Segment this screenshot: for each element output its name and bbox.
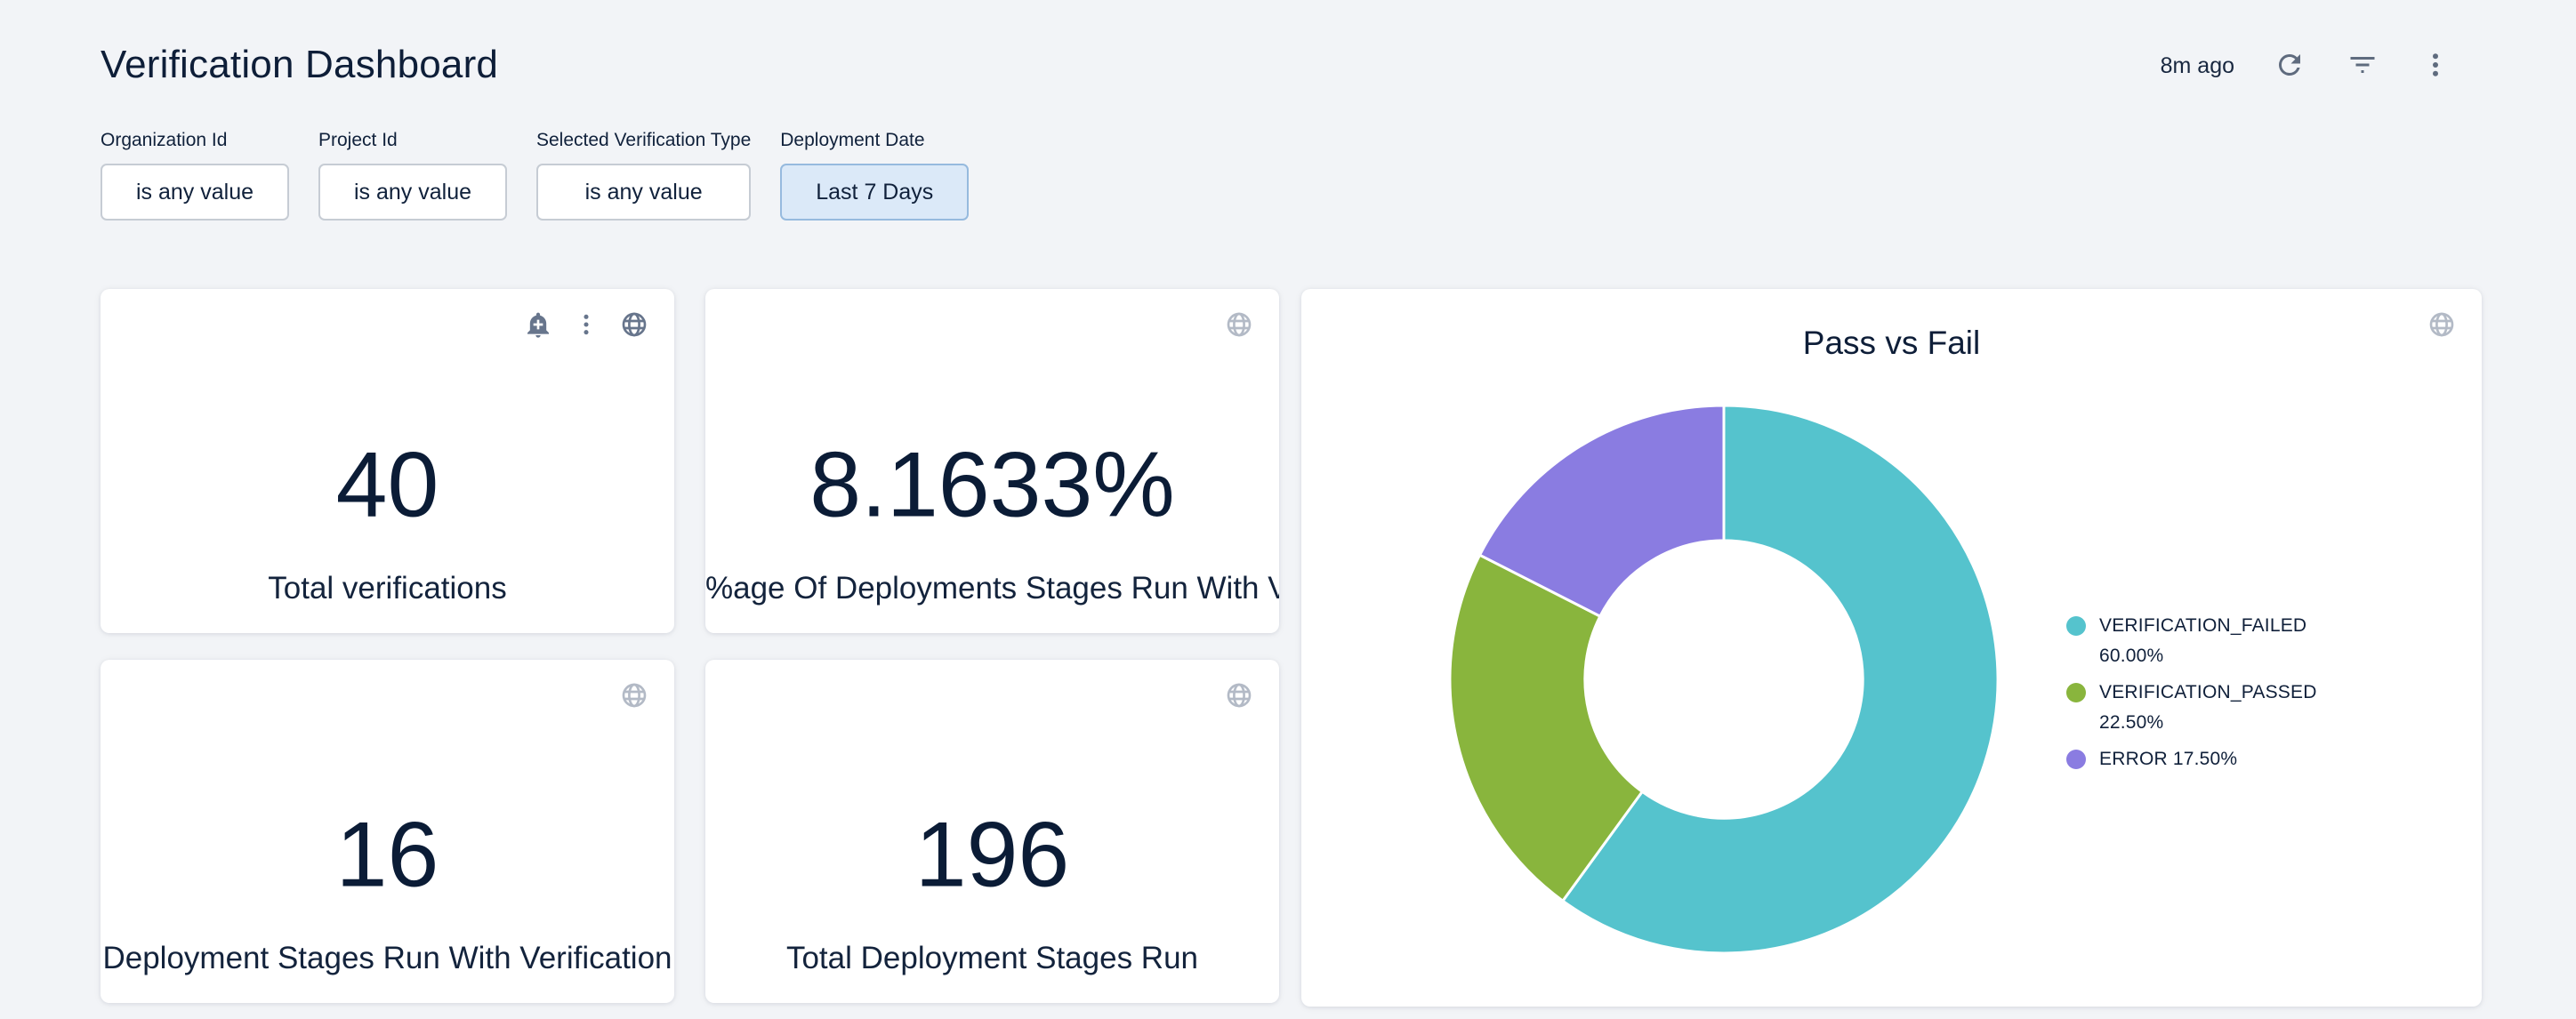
tile-value: 40 [101,432,674,538]
tile-menu-button[interactable] [571,310,601,341]
legend-dot [2066,750,2086,769]
tile-title: %age Of Deployments Stages Run With V… [705,571,1279,606]
filter-organization-id: Organization Id is any value [101,130,289,221]
filter-label: Selected Verification Type [536,130,751,151]
legend-dot [2066,616,2086,636]
explore-from-here-button[interactable] [619,681,649,711]
tile-actions [1224,310,1254,341]
donut-chart[interactable] [1448,404,2000,955]
explore-from-here-button[interactable] [1224,681,1254,711]
filter-list-icon [2347,49,2379,84]
page-title: Verification Dashboard [101,43,498,87]
globe-icon [620,310,648,341]
legend-label: VERIFICATION_PASSED 22.50% [2099,678,2317,738]
globe-icon [1225,681,1253,712]
filter-label: Deployment Date [780,130,969,151]
filters-button[interactable] [2345,48,2380,84]
dashboard-page: Verification Dashboard 8m ago [0,0,2576,1019]
tile-pct-deployments-with-verification: 8.1633% %age Of Deployments Stages Run W… [705,289,1279,633]
explore-from-here-button[interactable] [2427,310,2457,341]
filter-value-verification-type[interactable]: is any value [536,164,751,221]
chart-title: Pass vs Fail [1301,325,2482,362]
tile-value: 8.1633% [705,432,1279,538]
last-updated-text: 8m ago [2161,53,2234,79]
tile-actions [619,681,649,711]
globe-icon [2427,310,2456,341]
tile-stages-run-with-verification: 16 Deployment Stages Run With Verificati… [101,660,674,1003]
alert-add-button[interactable] [523,310,553,341]
kebab-menu-icon [2419,49,2451,84]
filter-verification-type: Selected Verification Type is any value [536,130,751,221]
dashboard-menu-button[interactable] [2418,48,2453,84]
header-actions: 8m ago [2161,48,2453,84]
filter-label: Project Id [318,130,507,151]
legend-label: VERIFICATION_FAILED 60.00% [2099,611,2306,671]
tile-total-verifications: 40 Total verifications [101,289,674,633]
globe-icon [1225,310,1253,341]
legend-label: ERROR 17.50% [2099,744,2237,774]
legend-item-verification_failed[interactable]: VERIFICATION_FAILED 60.00% [2066,611,2306,671]
tile-total-stages-run: 196 Total Deployment Stages Run [705,660,1279,1003]
filter-value-organization-id[interactable]: is any value [101,164,289,221]
tile-value: 196 [705,803,1279,909]
refresh-icon [2274,49,2306,84]
legend-dot [2066,683,2086,702]
bell-plus-icon [524,310,552,341]
globe-icon [620,681,648,712]
tile-title: Total Deployment Stages Run [705,941,1279,976]
tile-value: 16 [101,803,674,909]
legend-item-verification_passed[interactable]: VERIFICATION_PASSED 22.50% [2066,678,2306,738]
filter-bar: Organization Id is any value Project Id … [101,130,969,221]
refresh-button[interactable] [2272,48,2307,84]
tile-title: Total verifications [101,571,674,606]
filter-label: Organization Id [101,130,289,151]
tile-actions [2427,310,2457,341]
legend-item-error[interactable]: ERROR 17.50% [2066,744,2306,774]
tile-title: Deployment Stages Run With Verification [101,941,674,976]
filter-value-deployment-date[interactable]: Last 7 Days [780,164,969,221]
tile-actions [523,310,649,341]
filter-deployment-date: Deployment Date Last 7 Days [780,130,969,221]
tile-actions [1224,681,1254,711]
filter-value-project-id[interactable]: is any value [318,164,507,221]
explore-from-here-button[interactable] [1224,310,1254,341]
chart-legend: VERIFICATION_FAILED 60.00% VERIFICATION_P… [2066,611,2306,781]
explore-from-here-button[interactable] [619,310,649,341]
kebab-menu-icon [572,310,600,341]
pass-vs-fail-card: Pass vs Fail VERIFICATION_FAILED 60.00%V… [1301,289,2482,1007]
filter-project-id: Project Id is any value [318,130,507,221]
